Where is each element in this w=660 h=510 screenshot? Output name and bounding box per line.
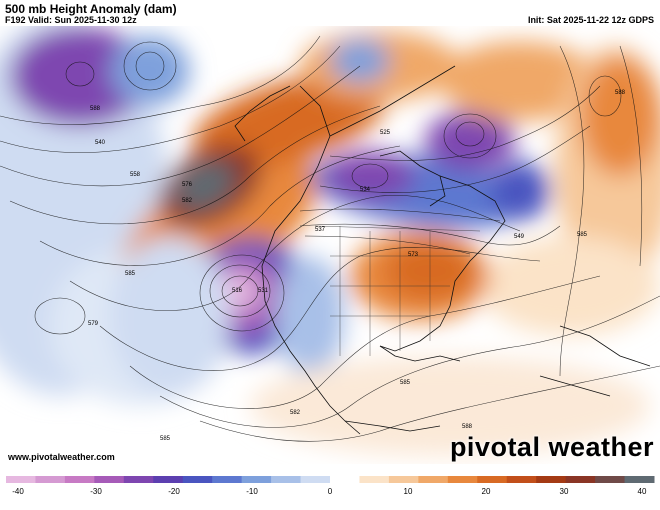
height-label: 573 — [408, 252, 419, 258]
height-label: 585 — [125, 271, 136, 277]
height-label: 540 — [95, 140, 106, 146]
height-label: 549 — [514, 234, 525, 240]
height-label: 588 — [615, 90, 626, 96]
height-value-labels: 588 540 558 576 582 585 579 516 531 534 … — [88, 90, 626, 442]
height-label: 531 — [258, 288, 269, 294]
height-label: 516 — [232, 288, 243, 294]
colorbar-swatch — [447, 476, 478, 483]
height-label: 585 — [577, 232, 588, 238]
colorbar-tick-label: 20 — [482, 487, 491, 496]
height-label: 585 — [160, 436, 171, 442]
colorbar-tick-label: -10 — [246, 487, 258, 496]
height-label: 585 — [400, 380, 411, 386]
colorbar-swatch — [388, 476, 419, 483]
colorbar-tick-label: 0 — [328, 487, 333, 496]
colorbar-swatch — [153, 476, 184, 483]
political-borders — [314, 225, 481, 356]
header: 500 mb Height Anomaly (dam) F192 Valid: … — [0, 0, 660, 26]
height-label: 534 — [360, 187, 371, 193]
colorbar-tick-label: 40 — [638, 487, 647, 496]
colorbar-tick-label: 30 — [560, 487, 569, 496]
colorbar-swatch — [624, 476, 655, 483]
colorbar-swatch — [182, 476, 213, 483]
colorbar-tick-label: -40 — [12, 487, 24, 496]
colorbar-swatch — [123, 476, 154, 483]
colorbar-swatch — [212, 476, 243, 483]
colorbar-swatch — [300, 476, 331, 483]
colorbar-swatch — [94, 476, 125, 483]
height-label: 582 — [182, 198, 193, 204]
colorbar-swatch — [536, 476, 567, 483]
init-time: Init: Sat 2025-11-22 12z GDPS — [527, 15, 654, 25]
colorbar-swatch — [477, 476, 508, 483]
colorbar-swatch — [6, 476, 36, 483]
colorbar-swatch — [35, 476, 66, 483]
map-title: 500 mb Height Anomaly (dam) — [5, 2, 177, 16]
colorbar-swatch — [271, 476, 302, 483]
colorbar-swatch — [418, 476, 449, 483]
height-label: 588 — [462, 424, 473, 430]
colorbar-swatch — [359, 476, 390, 483]
valid-time: F192 Valid: Sun 2025-11-30 12z — [5, 15, 137, 25]
colorbar-tick-label: -20 — [168, 487, 180, 496]
colorbar-swatch — [565, 476, 596, 483]
coastlines — [234, 65, 651, 435]
colorbar-swatch — [241, 476, 272, 483]
source-url[interactable]: www.pivotalweather.com — [8, 452, 115, 462]
height-anomaly-map[interactable]: 588 540 558 576 582 585 579 516 531 534 … — [0, 26, 660, 464]
height-label: 525 — [380, 130, 391, 136]
colorbar: -40 -30 -20 -10 0 10 20 30 40 — [0, 476, 660, 510]
anomaly-fill — [0, 26, 660, 456]
colorbar-swatch — [506, 476, 537, 483]
colorbar-swatch — [330, 476, 360, 483]
colorbar-tick-label: -30 — [90, 487, 102, 496]
height-label: 558 — [130, 172, 141, 178]
height-contours — [0, 35, 660, 442]
height-label: 537 — [315, 227, 326, 233]
height-label: 588 — [90, 106, 101, 112]
height-label: 579 — [88, 321, 99, 327]
colorbar-tick-label: 10 — [404, 487, 413, 496]
height-label: 582 — [290, 410, 301, 416]
height-label: 576 — [182, 182, 193, 188]
colorbar-swatch — [595, 476, 626, 483]
colorbar-swatch — [64, 476, 95, 483]
brand-logo: pivotal weather — [449, 432, 654, 462]
